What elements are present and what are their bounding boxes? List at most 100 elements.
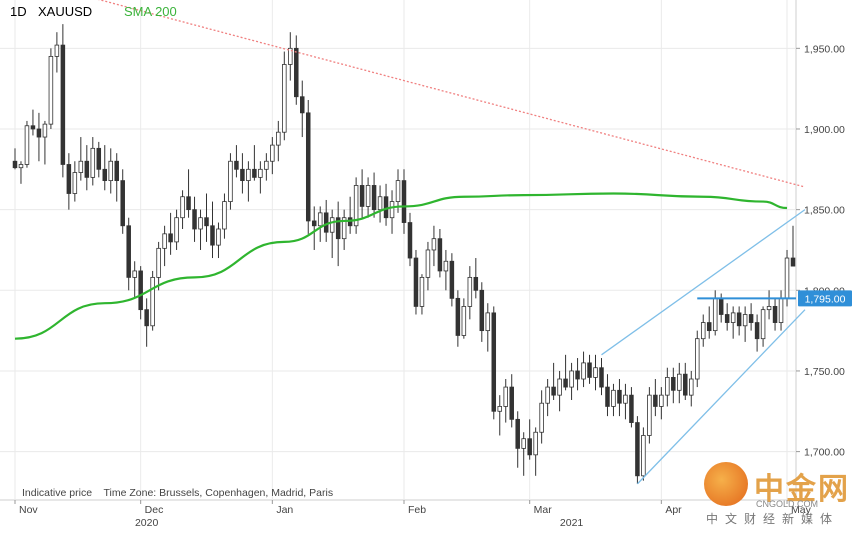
candle-body xyxy=(736,312,742,327)
candle-body xyxy=(760,309,766,340)
candle-body xyxy=(108,160,114,182)
watermark-brand: 中金网 xyxy=(754,473,850,506)
candle-body xyxy=(383,196,389,219)
candle-body xyxy=(276,131,281,146)
x-tick-label: Feb xyxy=(408,504,426,516)
candle-body xyxy=(329,217,335,233)
price-tag-box xyxy=(798,290,852,307)
candle-body xyxy=(718,297,724,315)
candle-body xyxy=(599,367,604,388)
candle-body xyxy=(581,362,586,380)
candle-body xyxy=(431,238,437,251)
candle-body xyxy=(497,406,503,412)
candle-body xyxy=(395,180,401,202)
x-tick-label: Dec xyxy=(145,504,164,516)
candle-body xyxy=(180,196,185,219)
x-tick-label: Mar xyxy=(534,504,553,516)
candle-body xyxy=(228,160,233,202)
candle-body xyxy=(78,160,84,173)
candle-body xyxy=(335,217,341,240)
candle-body xyxy=(784,257,790,299)
candle-body xyxy=(246,168,251,182)
watermark-subtitle: 中文财经新媒体 xyxy=(706,512,840,526)
candle-body xyxy=(772,306,778,323)
candle-body xyxy=(150,276,155,327)
candle-body xyxy=(36,128,42,138)
candle-body xyxy=(748,314,754,323)
candle-body xyxy=(42,123,48,138)
y-tick-label: 1,700.00 xyxy=(804,447,845,459)
candle-body xyxy=(754,322,760,340)
candle-body xyxy=(437,238,443,272)
candle-body xyxy=(455,297,461,336)
candle-body xyxy=(724,314,730,323)
candle-body xyxy=(132,270,137,278)
candle-body xyxy=(270,144,275,162)
timeframe-label[interactable]: 1D xyxy=(10,4,27,19)
candle-body xyxy=(66,164,72,194)
candle-body xyxy=(252,168,257,178)
candle-body xyxy=(84,160,90,178)
y-axis-ticks: 1,700.001,750.001,800.001,850.001,900.00… xyxy=(796,43,845,459)
candle-body xyxy=(700,322,706,340)
candle-body xyxy=(593,367,598,378)
candle-body xyxy=(24,125,30,165)
candle-body xyxy=(120,180,125,227)
candle-body xyxy=(563,378,568,388)
candle-body xyxy=(222,201,227,230)
candle-body xyxy=(671,377,676,391)
candle-body xyxy=(635,422,640,477)
candle-body xyxy=(641,435,646,477)
candle-body xyxy=(617,389,622,404)
candle-body xyxy=(54,44,60,57)
candle-body xyxy=(305,112,311,222)
candle-body xyxy=(629,394,634,423)
candles xyxy=(12,24,796,484)
candle-body xyxy=(473,276,479,291)
candle-body xyxy=(683,373,688,396)
candle-body xyxy=(569,370,574,388)
candle-body xyxy=(790,257,796,267)
candle-body xyxy=(144,309,149,327)
candle-body xyxy=(521,438,526,449)
candle-body xyxy=(407,222,413,259)
candle-body xyxy=(778,297,784,323)
candle-body xyxy=(689,378,694,396)
candle-body xyxy=(48,55,54,125)
candle-body xyxy=(401,180,407,223)
candle-body xyxy=(647,394,652,436)
candle-body xyxy=(515,418,520,449)
y-tick-label: 1,850.00 xyxy=(804,205,845,217)
candle-body xyxy=(102,168,108,182)
candle-body xyxy=(282,64,287,133)
candle-body xyxy=(694,338,700,380)
candle-body xyxy=(192,209,197,230)
candle-body xyxy=(712,297,718,332)
candle-body xyxy=(353,185,359,227)
candle-body xyxy=(12,160,18,169)
candle-body xyxy=(587,362,592,378)
candle-body xyxy=(210,225,215,246)
candle-body xyxy=(365,185,371,207)
candle-body xyxy=(371,185,377,211)
candle-body xyxy=(216,228,221,246)
sma-legend[interactable]: SMA 200 xyxy=(124,4,177,19)
candle-body xyxy=(665,377,670,396)
candle-body xyxy=(449,260,455,299)
candle-body xyxy=(425,249,431,278)
symbol-label[interactable]: XAUUSD xyxy=(38,4,93,19)
price-level[interactable]: 1,795.00 xyxy=(697,290,852,307)
candle-body xyxy=(126,225,131,278)
candle-body xyxy=(186,196,191,211)
y-tick-label: 1,950.00 xyxy=(804,43,845,55)
candle-body xyxy=(575,370,580,380)
candle-body xyxy=(311,220,317,227)
candle-body xyxy=(491,312,497,412)
candle-body xyxy=(323,212,329,233)
candle-body xyxy=(204,217,209,227)
sma-200-line xyxy=(14,192,788,340)
footer-note: Indicative price Time Zone: Brussels, Co… xyxy=(22,487,334,499)
y-tick-label: 1,900.00 xyxy=(804,124,845,136)
